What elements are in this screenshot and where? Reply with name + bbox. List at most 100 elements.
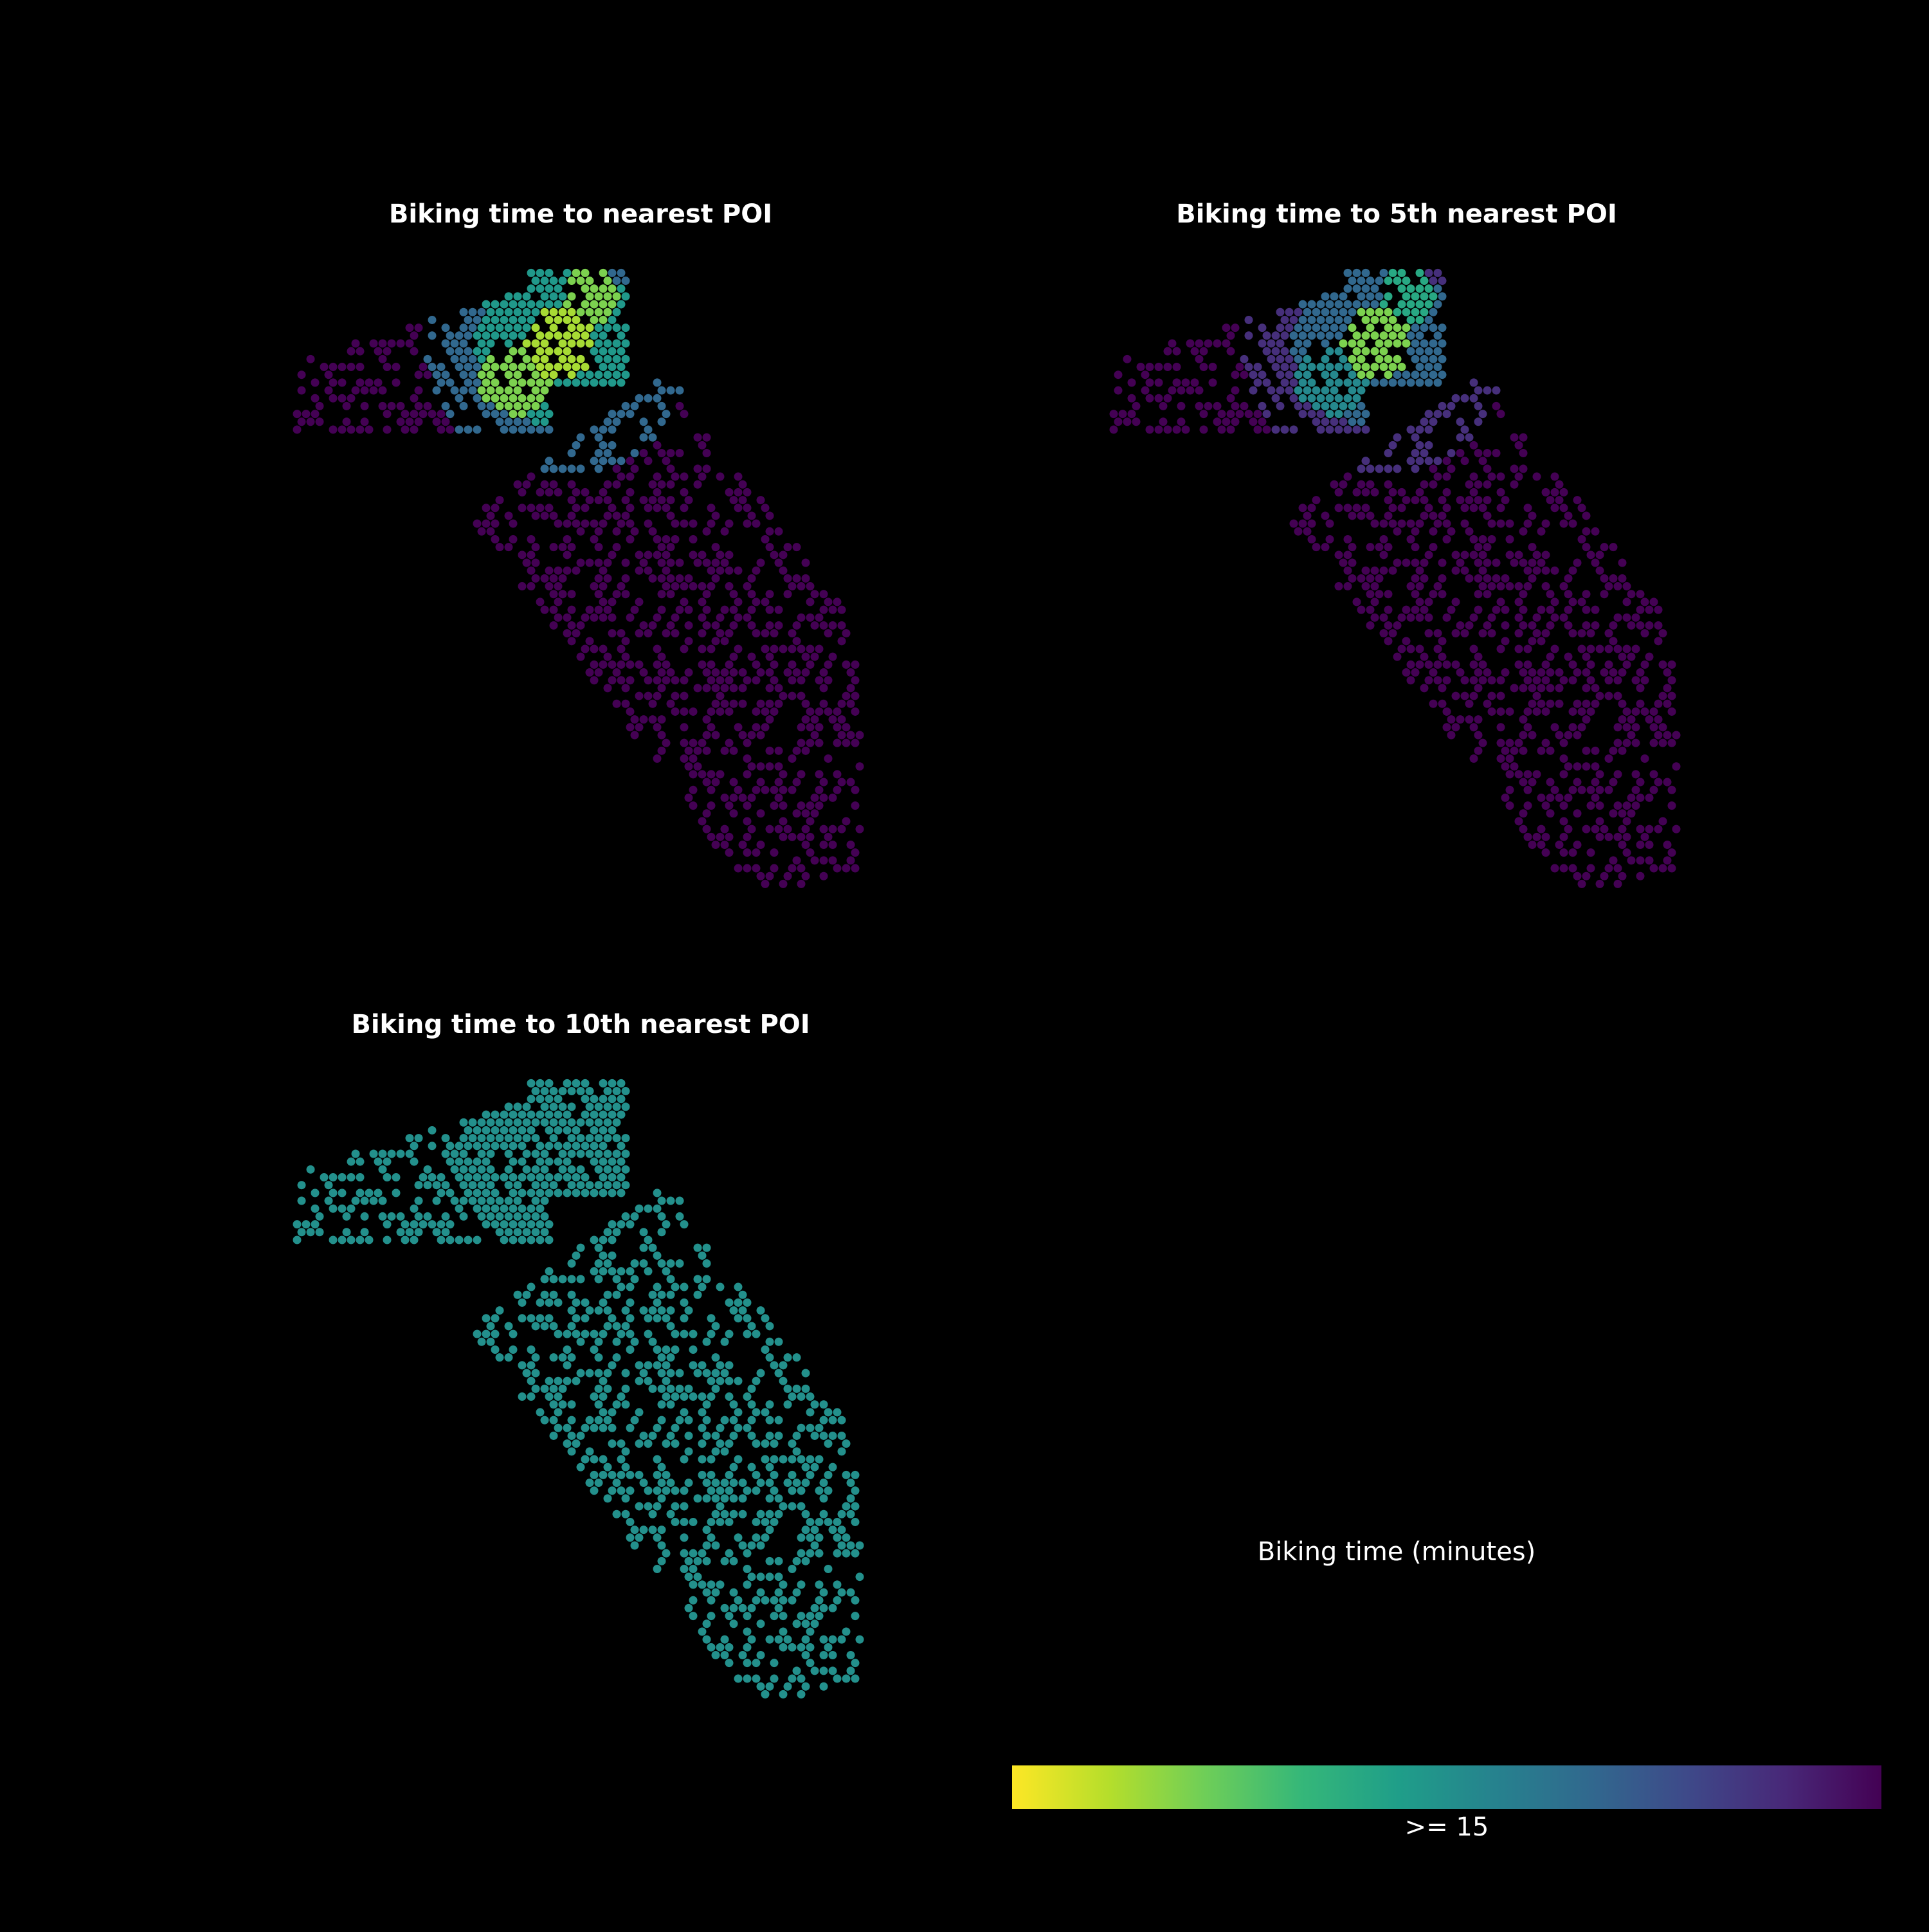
hexbin-cell — [612, 668, 621, 677]
hexbin-cell — [815, 1486, 824, 1495]
hexbin-cell — [590, 1486, 599, 1495]
hexbin-cell — [567, 1416, 576, 1425]
hexbin-cell — [612, 354, 621, 363]
hexbin-cell — [698, 613, 707, 622]
hexbin-cell — [851, 660, 860, 669]
hexbin-cell — [549, 574, 558, 583]
hexbin-cell — [842, 1502, 851, 1511]
hexbin-cell — [1510, 746, 1519, 755]
hexbin-cell — [585, 1416, 594, 1425]
hexbin-cell — [608, 1157, 617, 1166]
hexbin-cell — [1231, 324, 1240, 333]
hexbin-cell — [824, 629, 833, 638]
hexbin-cell — [356, 347, 365, 356]
hexbin-cell — [477, 527, 486, 536]
hexbin-cell — [761, 1408, 770, 1417]
hexbin-cell — [563, 1125, 572, 1135]
hexbin-cell — [536, 284, 545, 293]
hexbin-cell — [707, 1612, 716, 1621]
hexbin-cell — [414, 386, 423, 395]
hexbin-cell — [828, 605, 837, 614]
hexbin-cell — [594, 1306, 603, 1315]
hexbin-cell — [1613, 644, 1622, 653]
hexbin-cell — [1294, 307, 1303, 316]
hexbin-cell — [387, 1212, 396, 1221]
hexbin-cell — [540, 1416, 549, 1425]
hexbin-cell — [1415, 300, 1424, 309]
hexbin-cell — [1519, 746, 1528, 755]
hexbin-cell — [338, 394, 347, 403]
hexbin-cell — [423, 1165, 432, 1174]
hexbin-cell — [581, 519, 590, 528]
hexbin-cell — [567, 1306, 576, 1315]
hexbin-cell — [657, 558, 666, 567]
hexbin-cell — [608, 457, 617, 466]
hexbin-cell — [747, 825, 756, 834]
hexbin-cell — [725, 1376, 734, 1385]
hexbin-cell — [567, 354, 576, 363]
hexbin-cell — [1541, 551, 1550, 560]
hexbin-cell — [378, 1196, 387, 1205]
hexbin-cell — [486, 1322, 495, 1331]
hexbin-cell — [657, 1541, 666, 1550]
hexbin-cell — [1271, 394, 1280, 403]
hexbin-cell — [783, 825, 792, 834]
hexbin-cell — [594, 496, 603, 505]
hexbin-cell — [590, 1125, 599, 1135]
hexbin-cell — [509, 1110, 518, 1119]
hexbin-cell — [1469, 472, 1478, 481]
hexbin-cell — [1541, 738, 1550, 747]
hexbin-cell — [720, 699, 729, 708]
hexbin-cell — [837, 1526, 846, 1535]
hexbin-cell — [617, 1142, 626, 1151]
hexbin-cell — [770, 1612, 779, 1621]
hexbin-cell — [1460, 691, 1469, 700]
hexbin-cell — [401, 1235, 410, 1244]
hexbin-cell — [509, 425, 518, 434]
hexbin-cell — [329, 363, 338, 372]
hexbin-cell — [639, 1228, 648, 1237]
hexbin-cell — [608, 1220, 617, 1229]
hexbin-cell — [725, 1298, 734, 1307]
hexbin-cell — [720, 1635, 729, 1644]
hexbin-cell — [599, 597, 608, 606]
hexbin-cell — [1654, 825, 1663, 834]
hexbin-cell — [662, 629, 671, 638]
hexbin-cell — [819, 684, 828, 693]
hexbin-cell — [518, 504, 527, 513]
hexbin-cell — [662, 410, 671, 419]
hexbin-cell — [783, 1384, 792, 1393]
hexbin-cell — [1537, 605, 1546, 614]
hexbin-cell — [1510, 762, 1519, 771]
hexbin-cell — [1415, 315, 1424, 324]
hexbin-cell — [297, 1196, 306, 1205]
hexbin-cell — [1595, 785, 1604, 794]
hexbin-cell — [531, 354, 540, 363]
hexbin-cell — [653, 723, 662, 732]
hexbin-cell — [297, 417, 306, 426]
hexbin-cell — [639, 1243, 648, 1252]
hexbin-cell — [770, 629, 779, 638]
hexbin-cell — [639, 1369, 648, 1378]
hexbin-cell — [590, 457, 599, 466]
hexbin-cell — [1159, 417, 1168, 426]
hexbin-cell — [707, 1533, 716, 1542]
hexbin-cell — [1235, 363, 1244, 372]
hexbin-cell — [383, 1235, 392, 1244]
hexbin-cell — [302, 410, 311, 419]
hexbin-cell — [1550, 723, 1559, 732]
hexbin-cell — [734, 1674, 743, 1683]
hexbin-cell — [1519, 715, 1528, 724]
hexbin-cell — [491, 1204, 500, 1213]
hexbin-cell — [527, 551, 536, 560]
hexbin-cell — [653, 1314, 662, 1323]
hexbin-cell — [1204, 401, 1213, 410]
hexbin-cell — [797, 879, 806, 888]
hexbin-cell — [1402, 277, 1411, 286]
hexbin-cell — [608, 378, 617, 387]
hexbin-cell — [585, 307, 594, 316]
hexbin-cell — [608, 268, 617, 277]
hexbin-cell — [689, 754, 698, 763]
hexbin-cell — [630, 449, 639, 457]
hexbin-cell — [1519, 668, 1528, 677]
